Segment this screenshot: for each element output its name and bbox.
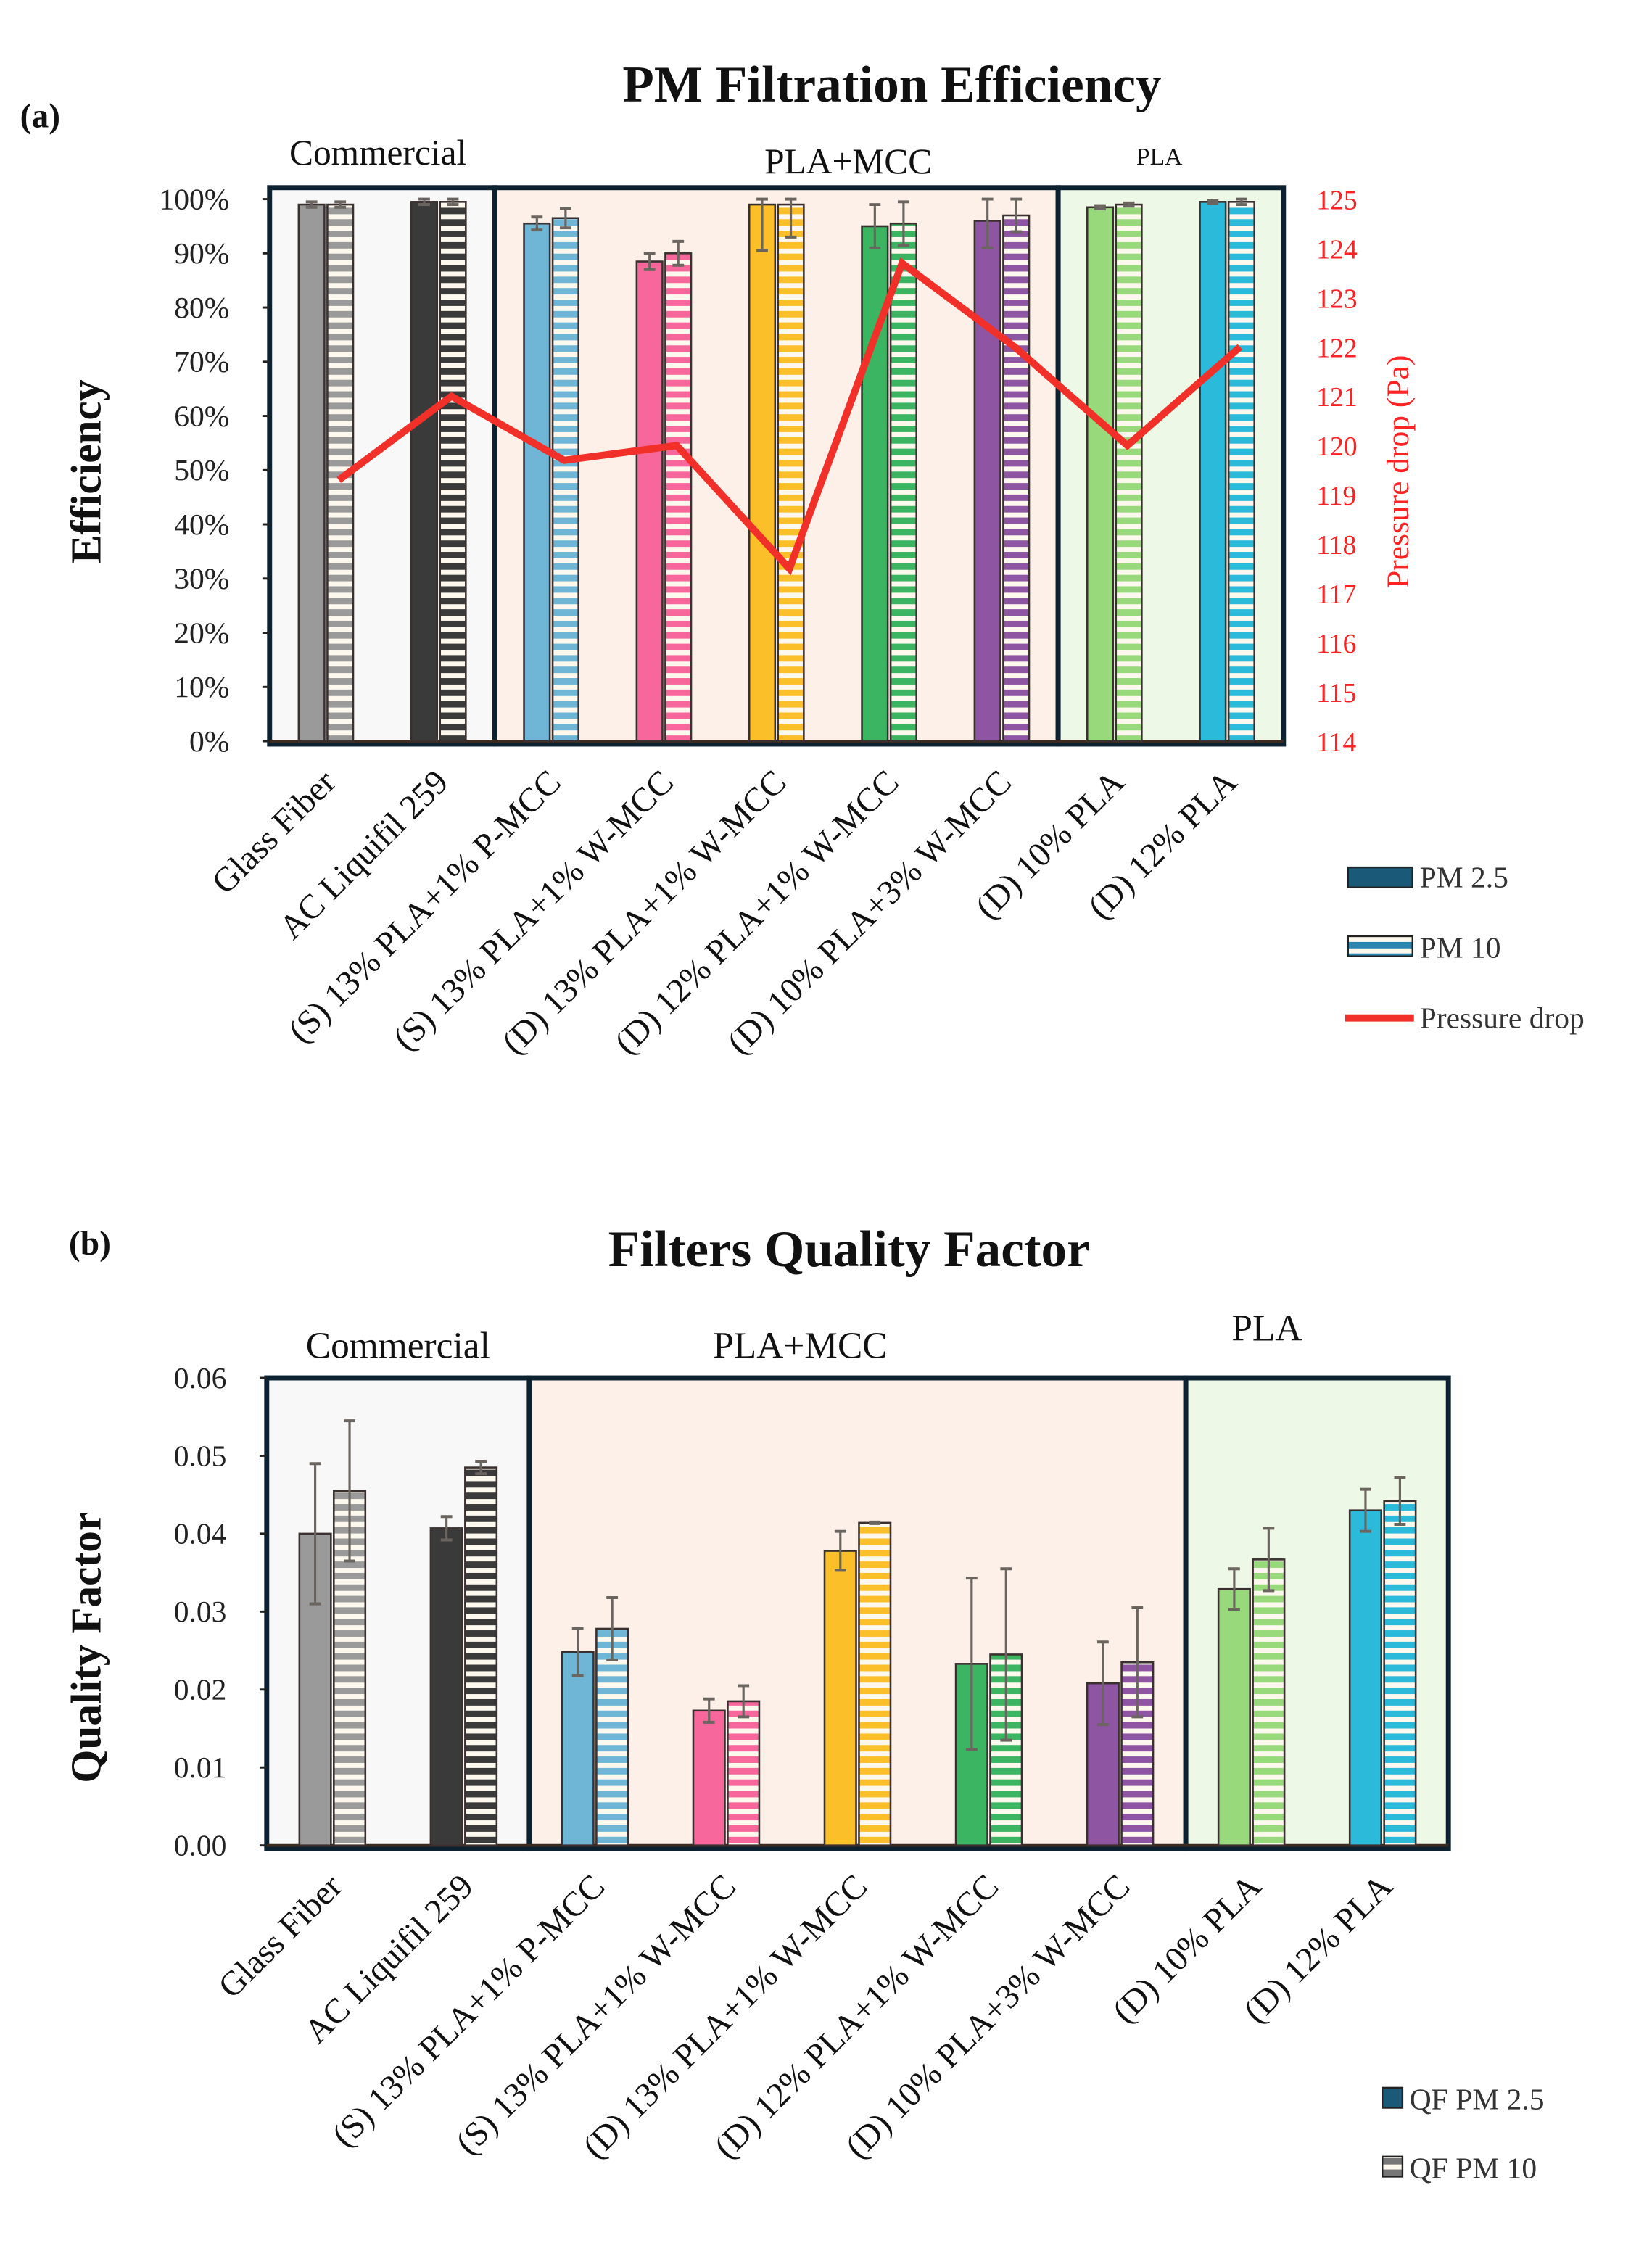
x-tick-label: Glass Fiber <box>211 1867 350 2006</box>
bar-pm-2-5 <box>297 203 326 743</box>
y-tick-label: 90% <box>174 236 229 270</box>
bar-qf-pm-2-5 <box>429 1527 463 1846</box>
legend-label: Pressure drop <box>1420 1001 1585 1035</box>
y-tick-label: 0.04 <box>174 1517 227 1550</box>
chart-a-y2-axis-label: Pressure drop (Pa) <box>1381 355 1416 588</box>
bar-pm-2-5 <box>523 222 551 743</box>
chart-a: (a) PM Filtration Efficiency Efficiency … <box>20 57 1585 1062</box>
bar-qf-pm-10 <box>1383 1500 1417 1846</box>
y-tick-label: 20% <box>174 616 229 649</box>
y2-tick-label: 123 <box>1316 284 1357 314</box>
bar-pm-2-5 <box>1199 201 1227 743</box>
y2-tick-label: 121 <box>1316 383 1357 413</box>
group-label: PLA+MCC <box>713 1325 887 1366</box>
y2-tick-label: 119 <box>1316 482 1356 511</box>
legend-b: QF PM 2.5 QF PM 10 <box>1382 2083 1545 2184</box>
bar-qf-pm-2-5 <box>561 1651 595 1846</box>
legend-swatch-qf-pm10 <box>1382 2155 1404 2178</box>
group-label: PLA <box>1136 144 1183 170</box>
chart-b: (b) Filters Quality Factor Quality Facto… <box>62 1221 1544 2185</box>
bar-pm-10 <box>551 217 579 743</box>
y2-tick-label: 124 <box>1316 235 1358 265</box>
y-tick-label: 0.05 <box>174 1439 227 1472</box>
y-tick-label: 100% <box>160 182 230 215</box>
group-label: Commercial <box>306 1325 490 1366</box>
x-tick-label: (S) 13% PLA+1% P-MCC <box>325 1867 612 2155</box>
legend-label: QF PM 2.5 <box>1410 2083 1545 2116</box>
bar-qf-pm-2-5 <box>1348 1509 1382 1846</box>
x-tick-label: (D) 10% PLA+3% W-MCC <box>838 1867 1137 2166</box>
chart-a-y-axis-label: Efficiency <box>62 379 110 563</box>
bar-qf-pm-2-5 <box>298 1532 332 1846</box>
bar-qf-pm-2-5 <box>1217 1587 1251 1846</box>
panel-label-a: (a) <box>20 98 60 136</box>
bar-pm-10 <box>439 201 467 743</box>
bar-qf-pm-10 <box>858 1521 892 1846</box>
chart-a-title: PM Filtration Efficiency <box>622 57 1161 113</box>
y2-tick-label: 116 <box>1316 629 1356 659</box>
bar-qf-pm-2-5 <box>692 1709 726 1846</box>
bar-pm-10 <box>1115 203 1143 743</box>
y-tick-label: 0.00 <box>174 1829 227 1862</box>
y-tick-label: 0.06 <box>174 1361 227 1395</box>
y2-tick-label: 117 <box>1316 580 1356 610</box>
group-label: PLA <box>1231 1308 1302 1350</box>
bar-qf-pm-10 <box>727 1700 761 1846</box>
y-tick-label: 40% <box>174 508 229 541</box>
pressure-drop-line <box>336 257 1243 576</box>
bar-pm-2-5 <box>635 260 664 743</box>
y-tick-label: 70% <box>174 345 229 379</box>
panel-label-b: (b) <box>69 1225 111 1263</box>
y2-tick-label: 115 <box>1316 679 1356 709</box>
y-tick-label: 0.03 <box>174 1595 227 1628</box>
x-tick-label: (S) 13% PLA+1% W-MCC <box>449 1867 743 2162</box>
y2-tick-label: 122 <box>1316 334 1357 363</box>
y-tick-label: 0.02 <box>174 1673 227 1706</box>
bar-pm-10 <box>889 222 917 743</box>
legend-a: PM 2.5 PM 10 Pressure drop <box>1345 861 1585 1035</box>
y-tick-label: 30% <box>174 562 229 595</box>
legend-label: PM 10 <box>1420 931 1501 965</box>
y-tick-label: 10% <box>174 670 229 703</box>
group-box-pla-mcc <box>526 1375 1189 1851</box>
y-tick-label: 80% <box>174 291 229 324</box>
y2-tick-label: 120 <box>1316 432 1357 462</box>
bar-pm-10 <box>1002 214 1031 743</box>
group-box-pla-mcc <box>492 185 1061 747</box>
bar-pm-2-5 <box>410 201 439 743</box>
bar-qf-pm-10 <box>1252 1558 1286 1846</box>
chart-b-title: Filters Quality Factor <box>608 1221 1090 1278</box>
legend-label: PM 2.5 <box>1420 861 1508 894</box>
y2-tick-label: 114 <box>1316 728 1356 758</box>
legend-swatch-pm25 <box>1347 866 1413 888</box>
legend-swatch-pm10 <box>1347 935 1413 957</box>
legend-label: QF PM 10 <box>1410 2151 1537 2184</box>
chart-b-y-axis-label: Quality Factor <box>62 1512 110 1783</box>
y-tick-label: 0.01 <box>174 1751 227 1784</box>
bar-pm-10 <box>664 252 693 743</box>
bar-pm-2-5 <box>1086 206 1115 743</box>
bar-qf-pm-2-5 <box>823 1550 857 1846</box>
bar-pm-2-5 <box>973 220 1001 743</box>
y-tick-label: 0% <box>189 724 229 758</box>
group-label: Commercial <box>289 133 466 173</box>
bar-pm-10 <box>777 203 805 743</box>
y-tick-label: 60% <box>174 399 229 432</box>
legend-swatch-qf-pm25 <box>1382 2086 1404 2109</box>
y-tick-label: 50% <box>174 453 229 487</box>
bar-pm-2-5 <box>748 203 777 743</box>
bar-qf-pm-10 <box>595 1627 629 1846</box>
y2-tick-label: 125 <box>1316 186 1357 215</box>
group-label: PLA+MCC <box>764 141 932 181</box>
bar-qf-pm-10 <box>464 1466 498 1846</box>
bar-pm-10 <box>1227 201 1255 743</box>
y2-tick-label: 118 <box>1316 531 1356 561</box>
